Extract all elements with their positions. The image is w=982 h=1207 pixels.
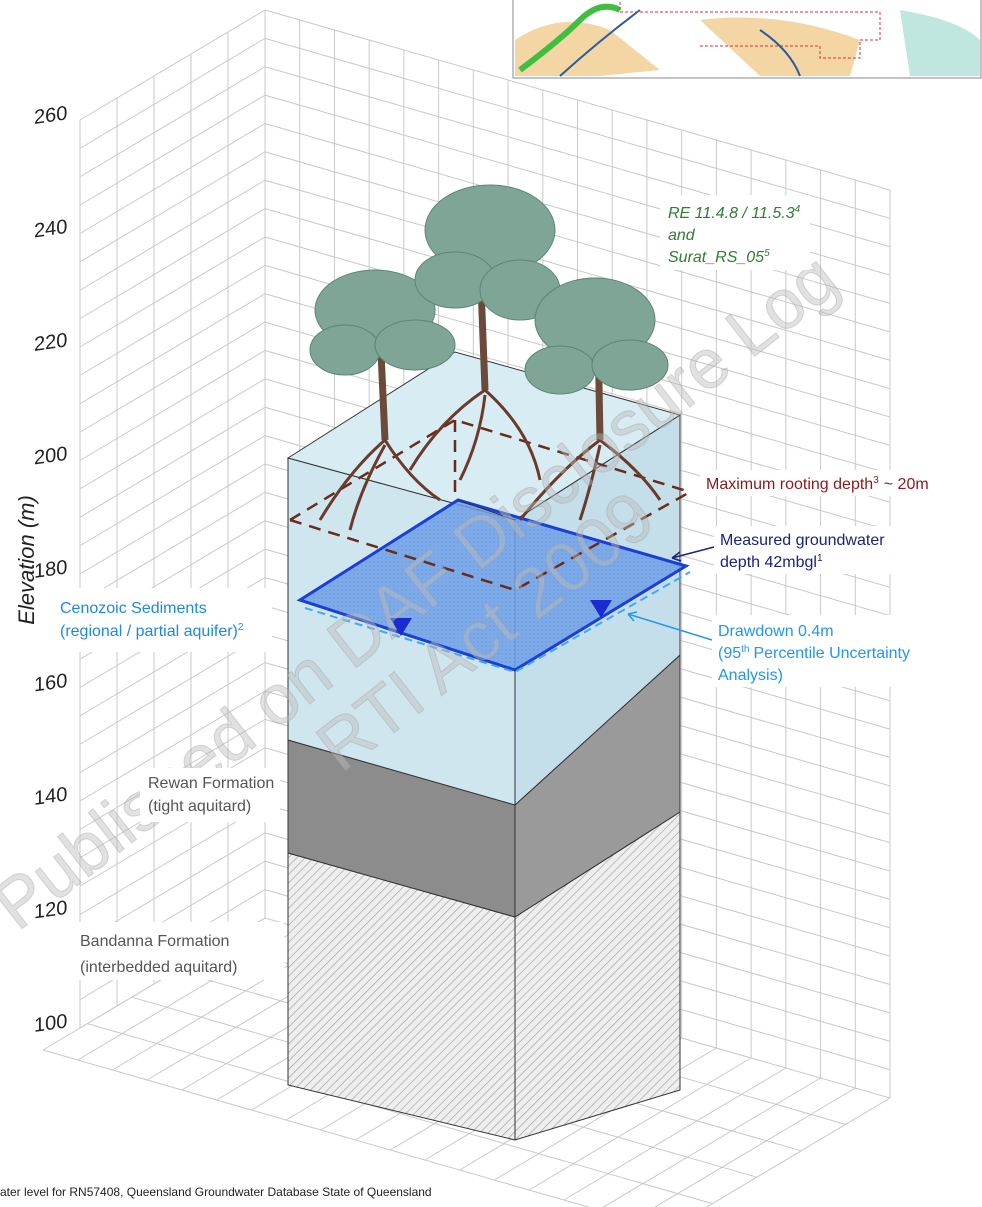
y-tick-label: 180	[34, 556, 67, 583]
grid-line	[80, 67, 265, 177]
grid-line	[80, 322, 265, 432]
grid-line	[80, 180, 265, 290]
grid-line	[80, 95, 265, 205]
groundwater-label: depth 42mbgl1	[720, 553, 823, 571]
vegetation-label: Surat_RS_055	[668, 248, 770, 266]
y-tick-label: 240	[34, 216, 67, 243]
inset-map	[513, 0, 981, 78]
rewan-label: (tight aquitard)	[148, 798, 251, 815]
groundwater-label: Measured groundwater	[720, 532, 885, 549]
grid-line	[80, 265, 265, 375]
grid-line	[80, 436, 265, 546]
vegetation-label: RE 11.4.8 / 11.5.34	[668, 204, 801, 222]
grid-line	[80, 124, 265, 234]
diagram: Published on DAF Disclosure Log RTI Act …	[0, 0, 982, 1207]
footer: ater level for RN57408, Queensland Groun…	[0, 1185, 432, 1199]
grid-line	[80, 237, 265, 347]
rewan-label: Rewan Formation	[148, 775, 274, 792]
axis-title: Elevation (m)	[14, 495, 39, 625]
grid-line	[80, 38, 265, 148]
grid-line	[668, 1098, 890, 1207]
y-tick-label: 220	[34, 329, 67, 356]
grid-line	[80, 407, 265, 517]
label-bg	[50, 588, 272, 652]
grid-line	[80, 351, 265, 461]
vegetation-label: and	[668, 227, 696, 244]
cenozoic-label: Cenozoic Sediments	[60, 600, 207, 617]
drawdown-label: Analysis)	[718, 667, 783, 684]
y-tick-label: 140	[34, 783, 67, 810]
y-tick-label: 260	[34, 102, 67, 129]
y-tick-label: 200	[34, 443, 67, 470]
y-tick-label: 120	[34, 897, 67, 924]
grid-line	[80, 152, 265, 262]
grid-line	[80, 10, 265, 120]
rooting-depth-label: Maximum rooting depth3~ 20m	[706, 475, 929, 493]
bandanna-label: Bandanna Formation	[80, 933, 229, 950]
grid-line	[633, 1088, 855, 1207]
drawdown-label: Drawdown 0.4m	[718, 623, 834, 640]
grid-line	[80, 294, 265, 404]
bandanna-label: (interbedded aquitard)	[80, 959, 237, 976]
cenozoic-label: (regional / partial aquifer)2	[60, 622, 244, 640]
grid-line	[80, 492, 265, 602]
grid-line	[80, 379, 265, 489]
grid-line	[80, 209, 265, 319]
grid-line	[80, 464, 265, 574]
y-tick-label: 100	[34, 1010, 67, 1037]
y-tick-label: 160	[34, 670, 67, 697]
